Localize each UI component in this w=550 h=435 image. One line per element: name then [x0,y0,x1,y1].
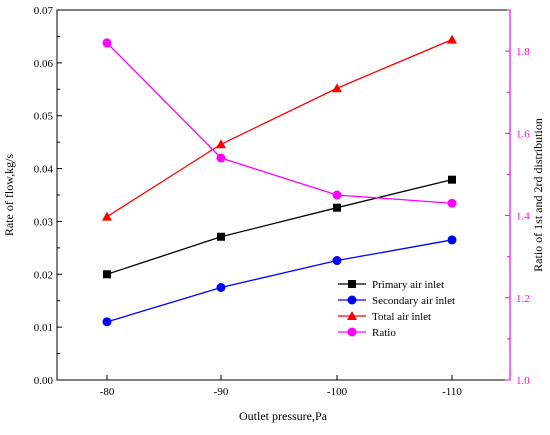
y-left-tick-label: 0.01 [34,322,53,334]
legend-marker [347,311,357,320]
data-point [216,139,226,149]
legend-item: Ratio [338,327,396,339]
data-point [448,175,456,184]
legend-marker [347,327,357,337]
legend-item: Secondary air inlet [338,295,455,307]
legend-label: Primary air inlet [372,279,444,291]
y-axis-right-label: Ratio of 1st and 2rd distribution [531,118,545,272]
plot-frame [56,9,511,381]
x-tick-label: -100 [327,386,348,398]
series-line [106,39,453,218]
data-point [102,211,112,221]
x-tick-label: -90 [214,386,229,398]
data-point [447,198,457,208]
series-1 [102,235,457,327]
y-right-tick-label: 1.8 [516,46,530,58]
series-3 [102,38,457,208]
data-point [332,83,342,93]
y-right-tick-label: 1.0 [516,375,530,387]
data-point [333,203,341,212]
data-point [216,283,226,292]
series-line [106,179,453,275]
series-2 [102,34,457,221]
legend-item: Primary air inlet [338,279,444,291]
data-point [447,235,457,245]
y-left-tick-label: 0.02 [34,269,53,281]
y-left-tick-label: 0.06 [34,58,54,70]
y-left-tick-label: 0.05 [34,111,54,123]
legend-marker [347,295,357,305]
legend-label: Secondary air inlet [372,295,455,307]
x-axis: -80 -90 -100 -110 [100,375,462,398]
series-line [106,239,453,323]
x-axis-label: Outlet pressure,Pa [239,409,328,423]
data-point [216,153,226,163]
data-point [332,190,342,200]
data-point [102,38,112,48]
y-right-tick-label: 1.4 [516,211,530,223]
data-point [332,256,342,266]
legend-label: Total air inlet [372,311,431,323]
data-point [447,34,457,44]
left-axis: 0.00 0.01 0.02 0.03 0.04 0.05 0.06 0.07 [34,5,62,387]
y-right-tick-label: 1.2 [516,293,530,305]
y-axis-left-label: Rate of flow,kg/s [2,154,16,237]
series-line [106,42,453,204]
data-point [103,270,111,279]
series-layer [102,34,457,327]
y-right-tick-label: 1.6 [516,128,530,140]
x-tick-label: -80 [100,386,115,398]
x-tick-label: -110 [442,386,462,398]
y-left-tick-label: 0.00 [34,375,54,387]
y-left-tick-label: 0.04 [34,164,54,176]
legend-label: Ratio [372,327,396,339]
y-left-tick-label: 0.07 [34,5,54,17]
data-point [102,317,112,327]
legend-marker [348,280,356,288]
legend-item: Total air inlet [338,311,431,323]
y-left-tick-label: 0.03 [34,216,54,228]
right-axis: 1.0 1.2 1.4 1.6 1.8 [505,9,530,387]
data-point [217,232,225,241]
series-0 [103,175,456,279]
legend: Primary air inlet Secondary air inlet Tota… [338,279,455,339]
